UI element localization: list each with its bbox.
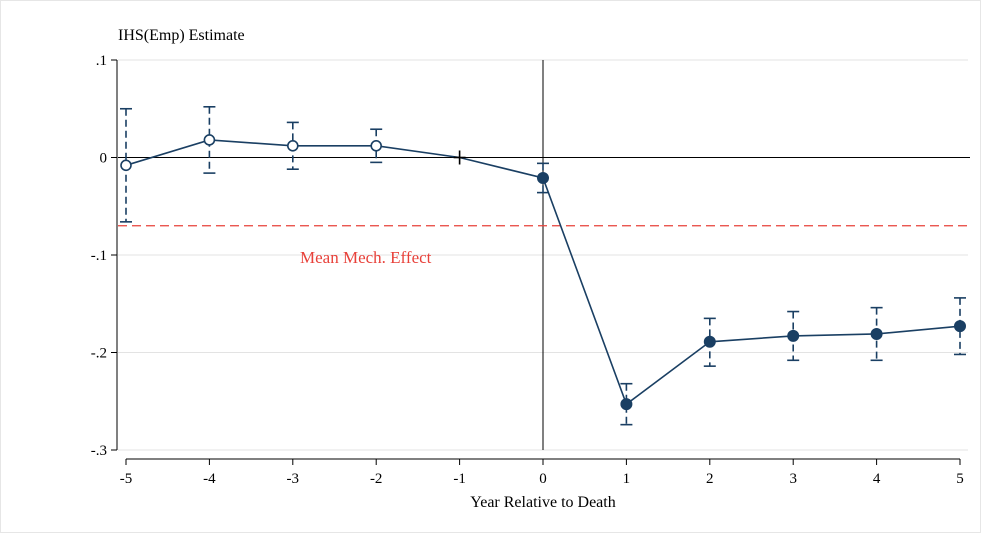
x-tick-label: 3 [789,471,797,487]
data-point-reference [453,150,466,165]
x-tick-label: 0 [539,471,547,487]
data-point-filled [537,171,549,184]
x-tick-label: -5 [120,471,133,487]
y-tick-label: -.3 [91,443,107,459]
y-tick-label: -.2 [91,346,107,362]
data-point-hollow [286,140,299,152]
x-tick-label: 4 [873,471,881,487]
x-tick-label: -3 [287,471,300,487]
data-point-filled [703,335,716,348]
x-axis-title: Year Relative to Death [470,494,615,511]
data-point-filled [787,329,800,342]
x-tick-label: 5 [956,471,964,487]
data-point-filled [870,327,883,340]
y-axis-title: IHS(Emp) Estimate [118,27,245,44]
x-tick-label: -2 [370,471,383,487]
y-tick-label: -.1 [91,248,107,264]
series-markers [120,134,966,411]
x-tick-label: 2 [706,471,714,487]
data-point-filled [620,398,633,411]
x-tick-label: -1 [453,471,466,487]
data-point-hollow [203,134,216,146]
x-tick-label: -4 [203,471,216,487]
axes: IHS(Emp) Estimate Year Relative to Death… [91,27,964,511]
y-tick-label: .1 [96,53,107,69]
x-tick-label: 1 [623,471,631,487]
y-tick-label: 0 [100,151,108,167]
data-point-filled [954,320,966,333]
data-point-hollow [120,159,132,172]
mean-effect-label: Mean Mech. Effect [300,248,432,267]
reference-lines [118,60,970,450]
data-point-hollow [370,140,383,152]
